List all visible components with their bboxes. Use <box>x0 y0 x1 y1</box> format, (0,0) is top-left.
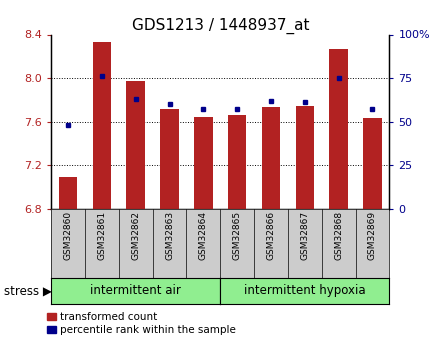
Text: GSM32869: GSM32869 <box>368 211 377 260</box>
Text: intermittent air: intermittent air <box>90 284 181 297</box>
Text: stress ▶: stress ▶ <box>4 284 53 297</box>
Text: intermittent hypoxia: intermittent hypoxia <box>244 284 366 297</box>
Text: GSM32868: GSM32868 <box>334 211 343 260</box>
Text: GSM32865: GSM32865 <box>233 211 242 260</box>
Bar <box>93 42 111 209</box>
Text: GSM32864: GSM32864 <box>199 211 208 260</box>
Text: GSM32862: GSM32862 <box>131 211 140 260</box>
Title: GDS1213 / 1448937_at: GDS1213 / 1448937_at <box>132 18 309 34</box>
Text: GSM32863: GSM32863 <box>165 211 174 260</box>
Text: GSM32867: GSM32867 <box>300 211 309 260</box>
Bar <box>194 117 213 209</box>
Text: GSM32866: GSM32866 <box>267 211 275 260</box>
Bar <box>363 118 382 209</box>
Bar <box>329 49 348 209</box>
Text: GSM32861: GSM32861 <box>97 211 106 260</box>
Legend: transformed count, percentile rank within the sample: transformed count, percentile rank withi… <box>48 312 236 335</box>
Bar <box>160 109 179 209</box>
Bar <box>228 115 247 209</box>
Bar <box>262 107 280 209</box>
Bar <box>126 81 145 209</box>
Bar <box>59 177 77 209</box>
Bar <box>295 106 314 209</box>
Text: GSM32860: GSM32860 <box>64 211 73 260</box>
